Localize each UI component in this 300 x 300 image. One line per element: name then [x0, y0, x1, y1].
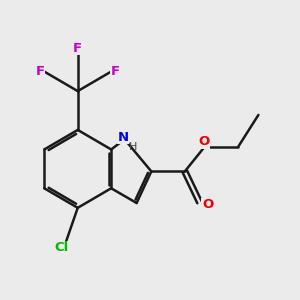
Text: O: O	[202, 198, 213, 212]
Text: F: F	[73, 42, 82, 55]
Text: N: N	[118, 131, 129, 144]
Text: F: F	[111, 65, 120, 78]
Text: H: H	[128, 142, 137, 152]
Text: F: F	[36, 65, 45, 78]
Text: Cl: Cl	[55, 242, 69, 254]
Text: O: O	[198, 135, 209, 148]
